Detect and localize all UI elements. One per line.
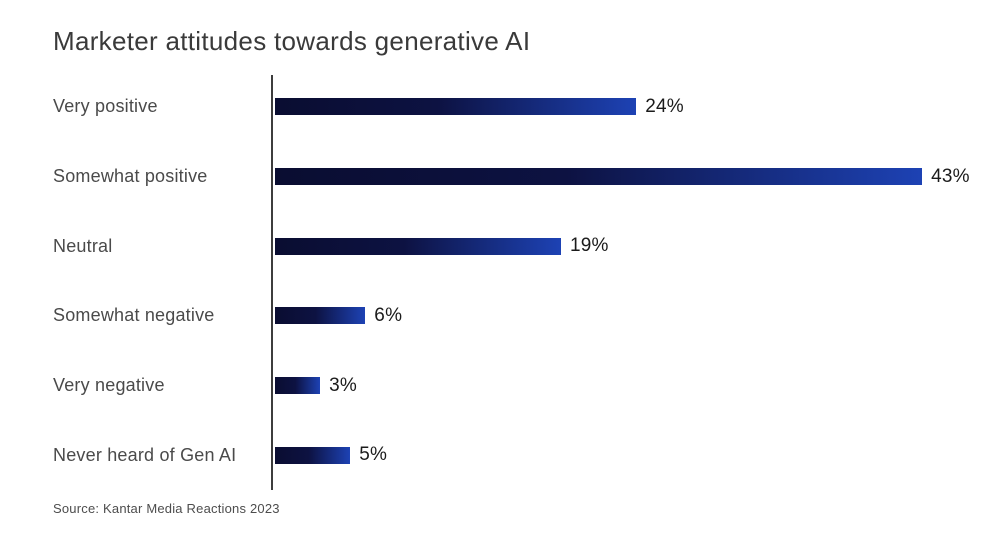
bar-track: 5%: [273, 444, 1000, 466]
category-label: Somewhat positive: [53, 166, 208, 187]
value-label: 24%: [645, 95, 684, 117]
bar-track: 43%: [273, 166, 1000, 188]
bar: [275, 98, 637, 116]
value-label: 5%: [359, 444, 388, 466]
bar-row-somewhat-negative: Somewhat negative 6%: [0, 281, 1000, 351]
bar: [275, 237, 561, 255]
bar-track: 3%: [273, 375, 1000, 397]
bar: [275, 446, 351, 464]
bar-track: 24%: [273, 96, 1000, 118]
bar-row-very-negative: Very negative 3%: [0, 351, 1000, 421]
bar: [275, 307, 366, 325]
category-label: Neutral: [53, 235, 113, 256]
category-label: Very positive: [53, 96, 158, 117]
value-label: 3%: [329, 374, 358, 396]
category-label: Somewhat negative: [53, 305, 215, 326]
value-label: 19%: [569, 235, 609, 257]
bar-row-neutral: Neutral 19%: [0, 211, 1000, 281]
bar: [275, 377, 321, 395]
y-axis-line: [271, 75, 273, 490]
bar-track: 6%: [273, 305, 1000, 327]
chart-title: Marketer attitudes towards generative AI: [53, 26, 531, 56]
category-label: Very negative: [53, 375, 165, 396]
value-label: 6%: [374, 304, 403, 326]
source-note: Source: Kantar Media Reactions 2023: [53, 501, 280, 516]
category-label: Never heard of Gen AI: [53, 444, 237, 465]
bar-row-somewhat-positive: Somewhat positive 43%: [0, 142, 1000, 212]
bar-row-very-positive: Very positive 24%: [0, 72, 1000, 142]
value-label: 43%: [931, 165, 970, 187]
bar-rows: Very positive 24% Somewhat positive 43% …: [0, 72, 1000, 490]
bar-row-never-heard: Never heard of Gen AI 5%: [0, 420, 1000, 490]
bar: [275, 168, 923, 186]
bar-track: 19%: [273, 235, 1000, 257]
